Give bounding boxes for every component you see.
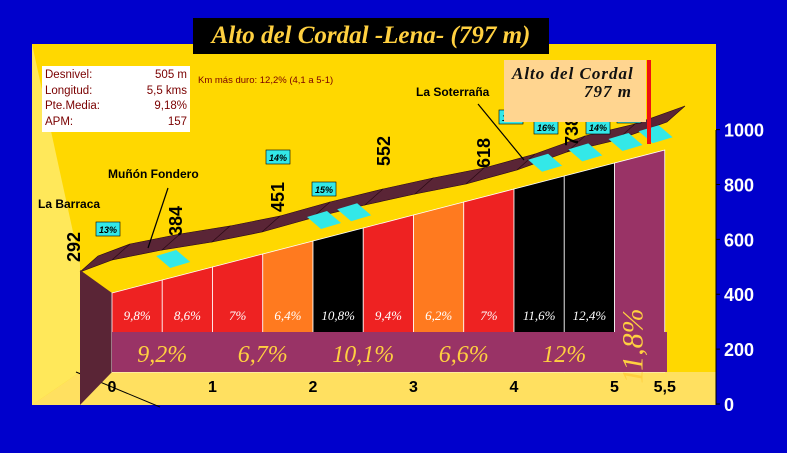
km-grade-label: 12% [542,342,586,368]
stat-value: 505 m [155,69,187,81]
stat-label: Desnivel: [45,69,93,81]
half-km-grade-label: 11,8% [617,308,650,383]
chart-side-wall [32,44,80,405]
stat-label: Pte.Media: [45,100,100,112]
half-km-grade-label: 7% [229,308,247,323]
altitude-label: 384 [166,206,186,236]
half-km-grade-label: 9,8% [124,308,151,323]
stat-row: Desnivel: 505 m [45,68,187,84]
ramp-stripe [528,153,563,172]
stat-label: Longitud: [45,84,93,97]
y-tick-label: 600 [724,230,754,250]
stat-row: Longitud: 5,5 kms [45,84,187,100]
altitude-label: 292 [64,232,84,262]
x-tick-label: 0 [108,379,117,396]
x-tick-label: 1 [208,379,217,396]
place-label: La Soterraña [416,85,490,99]
half-km-grade-label: 6,2% [425,308,452,323]
x-tick-label: 3 [409,379,418,396]
stat-row: Pte.Media: 9,18% [45,99,187,115]
km-grade-label: 6,7% [238,342,288,368]
altitude-label: 552 [374,136,394,166]
ramp-stripe [156,250,191,268]
half-km-grade-label: 10,8% [321,308,355,323]
chart-floor [32,372,716,405]
y-tick-label: 0 [724,395,734,415]
y-tick-label: 400 [724,285,754,305]
half-km-grade-label: 11,6% [523,308,556,323]
ramp-stripe [337,203,372,222]
place-pointer [477,103,525,161]
ramp-tag-label: 14% [589,123,607,133]
km-grade-label: 10,1% [332,342,394,368]
stat-label: APM: [45,115,74,128]
ramp-tag [95,221,121,237]
x-tick-label: 5 [610,379,619,396]
y-tick-label: 1000 [724,121,764,141]
summit-name: Alto del Cordal [512,64,634,83]
ramp-tag [265,149,291,165]
ramp-tag-label: 14% [269,153,287,163]
stat-value: 9,18% [154,100,187,112]
stat-value: 157 [167,115,187,128]
chart-title: Alto del Cordal -Lena- (797 m) [193,18,549,54]
stat-value: 5,5 kms [146,84,187,97]
altitude-label: 451 [268,182,288,212]
summit-label-box: Alto del Cordal 797 m [504,60,646,122]
y-tick-label: 200 [724,340,754,360]
half-km-grade-label: 9,4% [375,308,402,323]
ramp-tag [311,181,337,197]
ramp-stripe [608,133,643,151]
half-km-grade-label: 12,4% [573,308,607,323]
half-km-grade-label: 8,6% [174,308,201,323]
summit-altitude: 797 m [584,82,632,101]
km-grade-band [112,332,667,372]
ramp-stripe [307,211,341,229]
half-km-grade-label: 6,4% [274,308,301,323]
x-tick-label: 2 [309,379,318,396]
half-km-grade-label: 7% [480,308,498,323]
altitude-label: 738 [562,116,582,146]
place-label: La Barraca [38,197,100,211]
ramp-tag-label: 16% [537,123,555,133]
place-pointer [147,187,169,249]
x-tick-label: 4 [510,379,519,396]
km-grade-label: 6,6% [439,342,489,368]
hardest-km-note: Km más duro: 12,2% (4,1 a 5-1) [198,75,334,86]
place-label: Muñón Fondero [108,167,199,181]
ramp-tag-label: 15% [315,185,333,195]
ramp-tag-label: 13% [99,225,117,235]
ramp-stripe [568,143,603,162]
summit-marker-bar [647,60,651,144]
altitude-label: 618 [474,138,494,168]
left-end-face [80,270,112,405]
stat-row: APM: 157 [45,115,187,131]
x-tick-label: 5,5 [654,379,676,396]
y-tick-label: 800 [724,175,754,195]
km-grade-label: 9,2% [137,342,187,368]
stats-box: Desnivel: 505 m Longitud: 5,5 kms Pte.Medi… [42,66,190,132]
